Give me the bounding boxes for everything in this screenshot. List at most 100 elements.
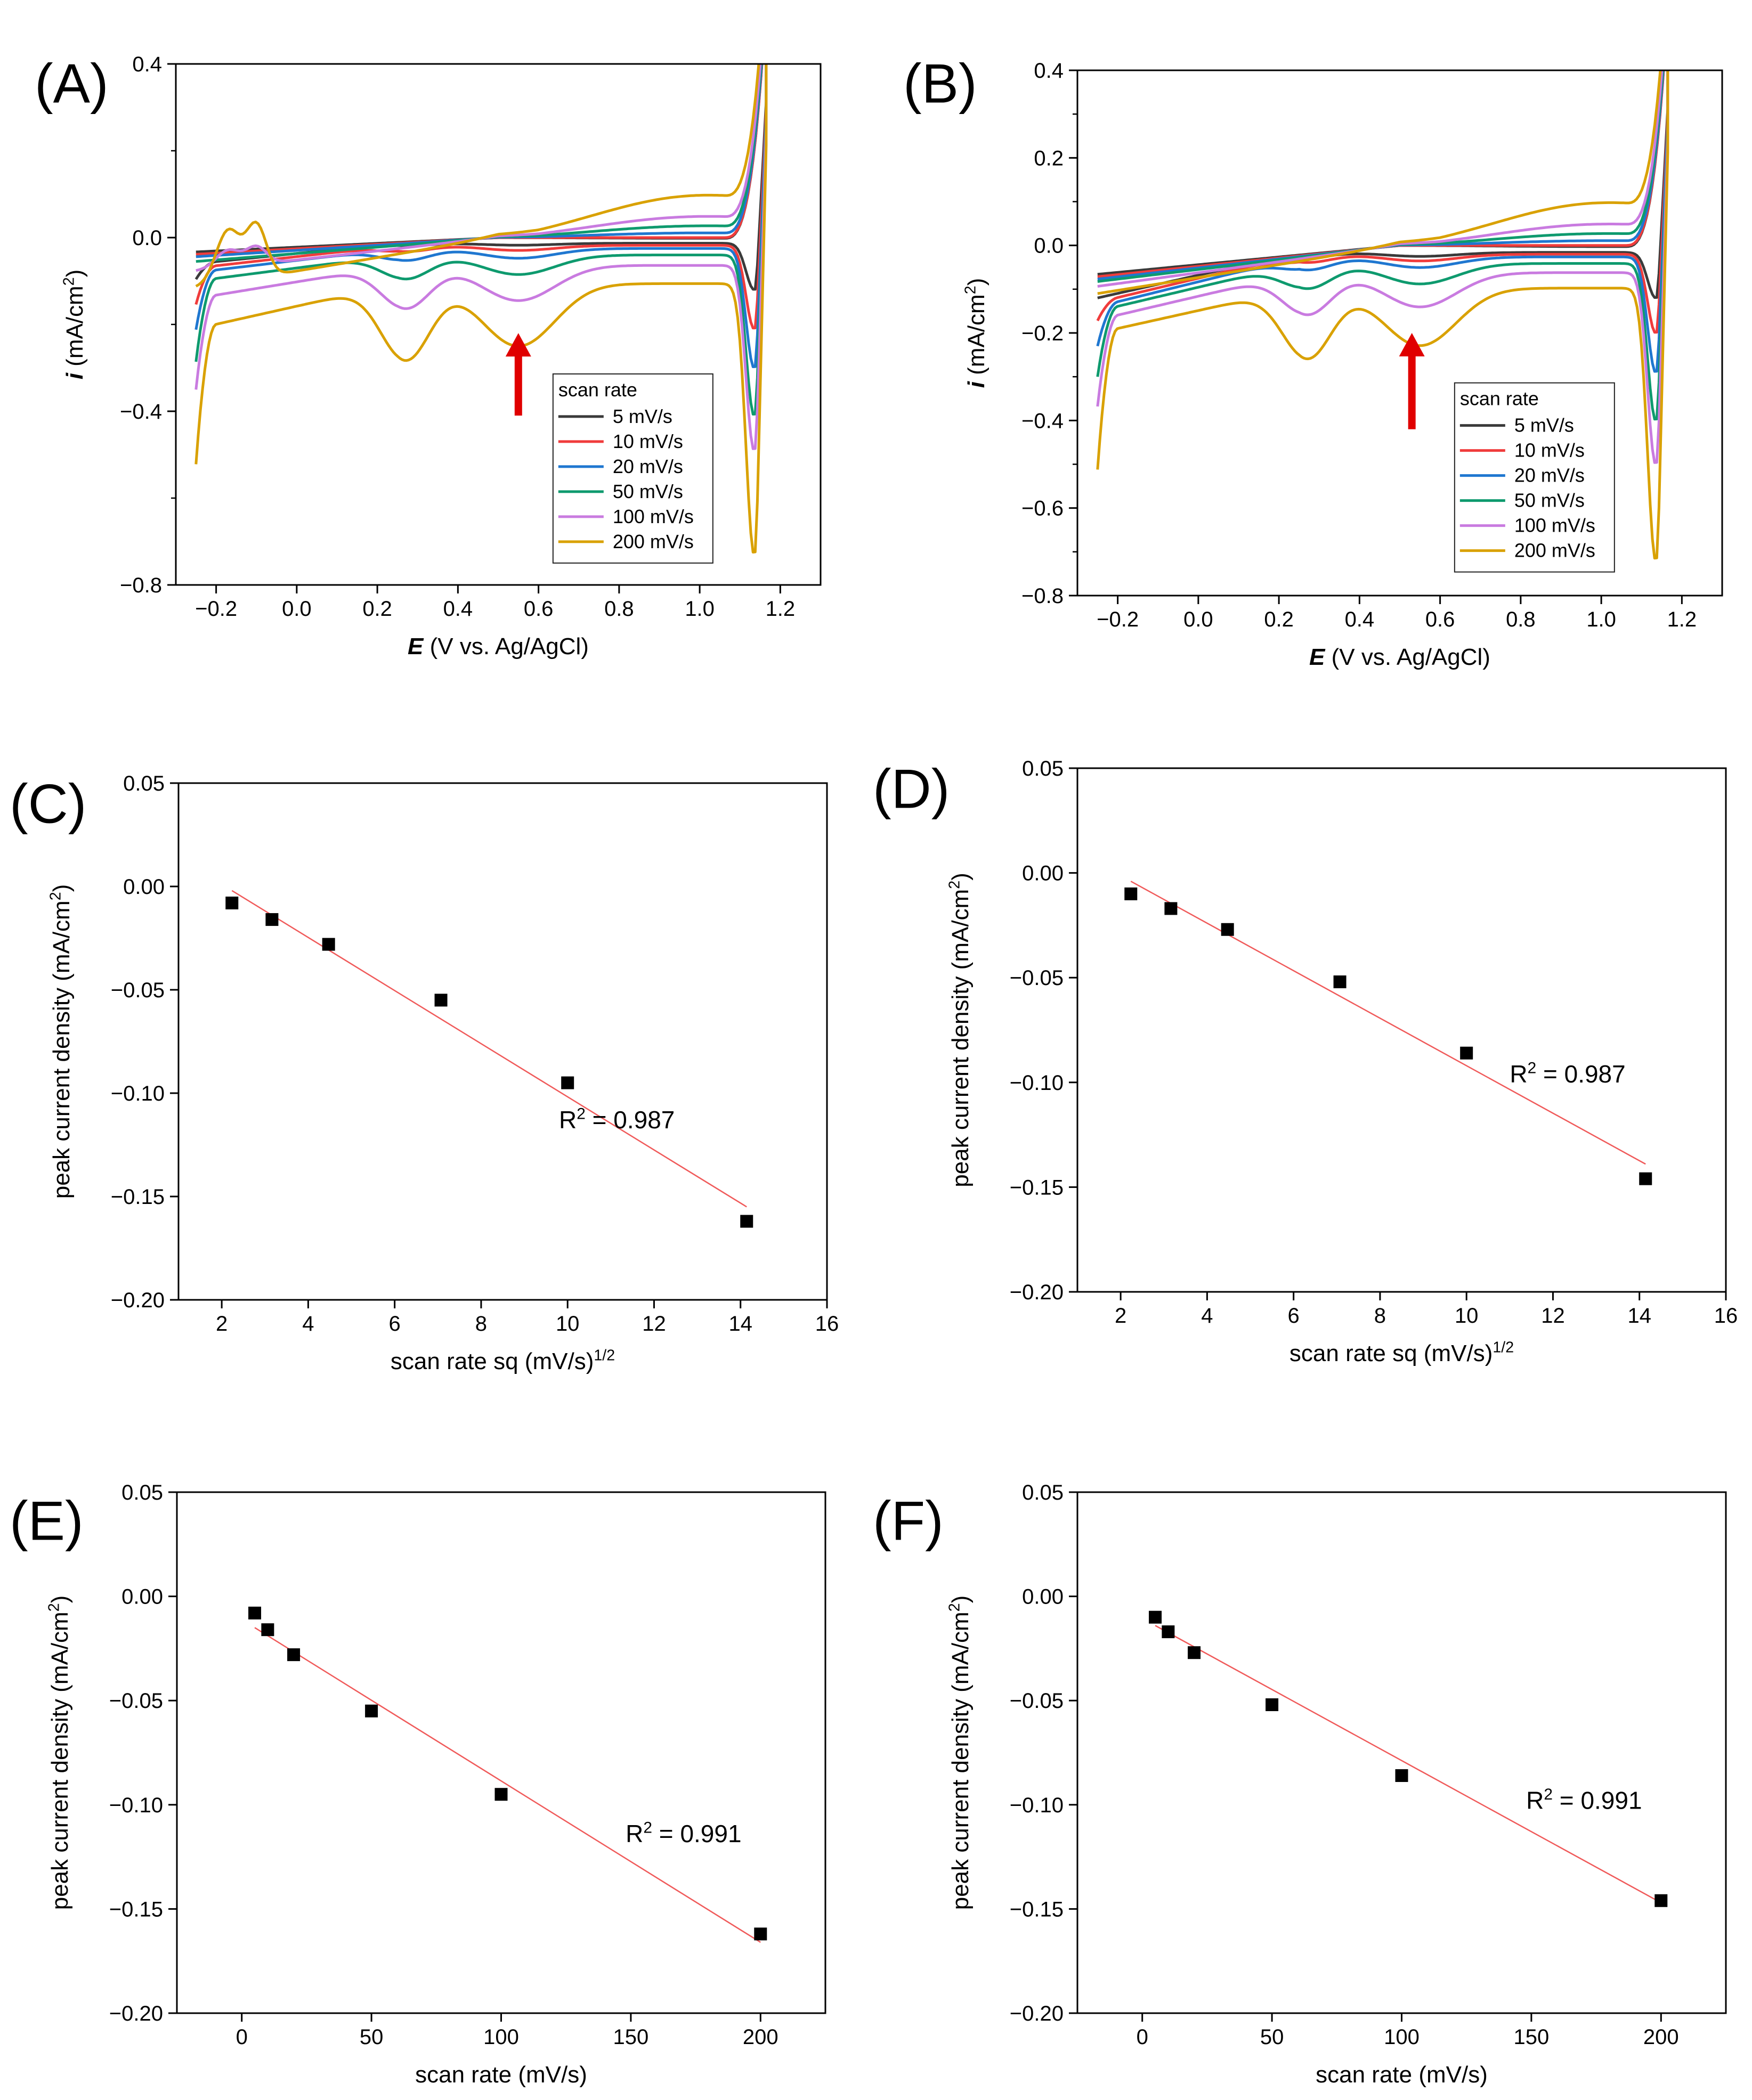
y-tick-label: −0.20 xyxy=(109,2002,163,2025)
x-tick-label: 4 xyxy=(1201,1304,1213,1328)
data-point xyxy=(1162,1625,1175,1639)
peak-arrow-head xyxy=(505,333,531,357)
x-tick-label: 100 xyxy=(1384,2025,1420,2049)
x-tick-label: 200 xyxy=(743,2025,778,2049)
data-point xyxy=(1639,1172,1652,1185)
y-tick-label: −0.4 xyxy=(1021,409,1064,433)
legend xyxy=(552,373,713,564)
data-point xyxy=(261,1623,274,1637)
legend-entry: 10 mV/s xyxy=(1514,439,1585,461)
x-tick-label: 16 xyxy=(815,1312,839,1336)
y-tick-label: −0.05 xyxy=(1010,1689,1064,1713)
x-tick-label: 14 xyxy=(728,1312,752,1336)
x-tick-label: 1.0 xyxy=(685,597,715,621)
y-tick-label: −0.10 xyxy=(1010,1794,1064,1817)
y-tick-label: −0.8 xyxy=(120,574,162,597)
legend-entry: 100 mV/s xyxy=(613,506,694,527)
data-point xyxy=(265,913,279,926)
y-tick-label: −0.05 xyxy=(111,979,165,1002)
legend-entry: 10 mV/s xyxy=(613,430,683,452)
x-tick-label: 8 xyxy=(1374,1304,1386,1328)
y-tick-label: −0.10 xyxy=(1010,1071,1064,1095)
data-point xyxy=(248,1606,262,1619)
y-tick-label: −0.10 xyxy=(109,1794,163,1817)
panel-e: (E) 0 50 100 150 200 −0.20 −0.15 −0.10 −0.05 0.00 0… xyxy=(10,1481,826,2088)
axes-frame xyxy=(1076,767,1727,1293)
data-point xyxy=(1221,923,1234,936)
y-tick-label: −0.6 xyxy=(1021,497,1064,520)
data-point xyxy=(1188,1646,1201,1659)
y-axis-title: i (mA/cm2) xyxy=(60,270,88,380)
series-line-200mvs xyxy=(1096,70,1669,560)
plot-area xyxy=(1149,1610,1668,1907)
panel-c: (C) 2 4 6 8 10 12 14 16 −0.20 −0.15 −0.10 −0.05 0.00 0… xyxy=(10,772,839,1374)
y-tick-label: 0.2 xyxy=(1034,146,1064,170)
series-line-100mvs xyxy=(194,64,768,450)
fit-line xyxy=(254,1627,761,1943)
y-tick-label: −0.4 xyxy=(120,400,162,424)
panel-b: (B) −0.2 0.0 0.2 0.4 0.6 0.8 1.0 1.2 −0.8 −0.6 −0.4… xyxy=(903,53,1723,670)
x-tick-label: −0.2 xyxy=(1097,608,1139,631)
y-tick-label: −0.8 xyxy=(1021,584,1064,608)
panel-d: (D) 2 4 6 8 10 12 14 16 −0.20 −0.15 −0.10 −0.05 0.00 0… xyxy=(873,757,1738,1366)
x-tick-label: 10 xyxy=(1455,1304,1479,1328)
y-tick-label: 0.00 xyxy=(1022,1585,1064,1609)
x-tick-label: 2 xyxy=(216,1312,228,1336)
x-tick-label: 4 xyxy=(302,1312,314,1336)
data-point xyxy=(322,938,335,951)
x-tick-label: 0 xyxy=(1137,2025,1148,2049)
x-tick-label: 150 xyxy=(613,2025,649,2049)
x-axis-title: scan rate (mV/s) xyxy=(1316,2062,1488,2088)
axes-frame xyxy=(176,1491,826,2014)
legend-entry: 20 mV/s xyxy=(613,455,683,477)
legend-entry: 5 mV/s xyxy=(1514,414,1574,436)
x-tick-label: 0.4 xyxy=(1345,608,1375,631)
data-point xyxy=(365,1704,378,1718)
x-axis-title: scan rate sq (mV/s)1/2 xyxy=(1289,1339,1514,1366)
plot-area xyxy=(1096,70,1669,560)
fit-line xyxy=(1130,881,1646,1165)
legend-entry: 100 mV/s xyxy=(1514,515,1595,536)
legend-title: scan rate xyxy=(1460,388,1539,410)
y-tick-label: −0.10 xyxy=(111,1082,165,1105)
legend-entry: 50 mV/s xyxy=(613,481,683,502)
axes-frame xyxy=(177,782,828,1301)
y-tick-label: 0.0 xyxy=(1034,234,1064,258)
legend-title: scan rate xyxy=(558,379,637,401)
x-tick-label: 200 xyxy=(1643,2025,1679,2049)
x-tick-label: 0.2 xyxy=(1264,608,1294,631)
data-point xyxy=(1124,887,1138,900)
y-tick-label: −0.15 xyxy=(109,1898,163,1921)
x-axis-title: scan rate (mV/s) xyxy=(415,2062,587,2088)
y-tick-label: 0.05 xyxy=(121,1481,163,1504)
x-tick-label: 6 xyxy=(1288,1304,1300,1328)
series-line-10mvs xyxy=(1096,70,1669,334)
y-tick-label: −0.15 xyxy=(1010,1898,1064,1921)
series-line-200mvs xyxy=(194,64,768,554)
x-tick-label: 2 xyxy=(1115,1304,1126,1328)
legend xyxy=(1454,382,1615,573)
axes-frame xyxy=(1076,69,1723,597)
x-tick-label: 0.6 xyxy=(1425,608,1455,631)
panel-label: (D) xyxy=(873,758,950,820)
series-line-20mvs xyxy=(1096,70,1669,373)
axes-frame xyxy=(1076,1491,1727,2014)
y-axis-title: i (mA/cm2) xyxy=(962,278,989,388)
y-tick-label: 0.0 xyxy=(132,226,162,250)
x-tick-label: 0.2 xyxy=(362,597,392,621)
y-tick-label: 0.05 xyxy=(123,772,165,795)
x-tick-label: 6 xyxy=(389,1312,401,1336)
x-tick-label: 150 xyxy=(1514,2025,1550,2049)
r-squared-label: R2 = 0.991 xyxy=(1526,1786,1642,1814)
x-tick-label: 0.6 xyxy=(524,597,554,621)
legend-entry: 20 mV/s xyxy=(1514,465,1585,486)
y-tick-label: 0.00 xyxy=(121,1585,163,1609)
data-point xyxy=(1164,902,1178,915)
x-tick-label: 14 xyxy=(1627,1304,1651,1328)
fit-line xyxy=(1155,1625,1661,1903)
panel-label: (E) xyxy=(10,1490,84,1552)
legend-entry: 200 mV/s xyxy=(1514,540,1595,561)
x-tick-label: 8 xyxy=(475,1312,487,1336)
y-axis-title: peak current density (mA/cm2) xyxy=(47,884,75,1199)
